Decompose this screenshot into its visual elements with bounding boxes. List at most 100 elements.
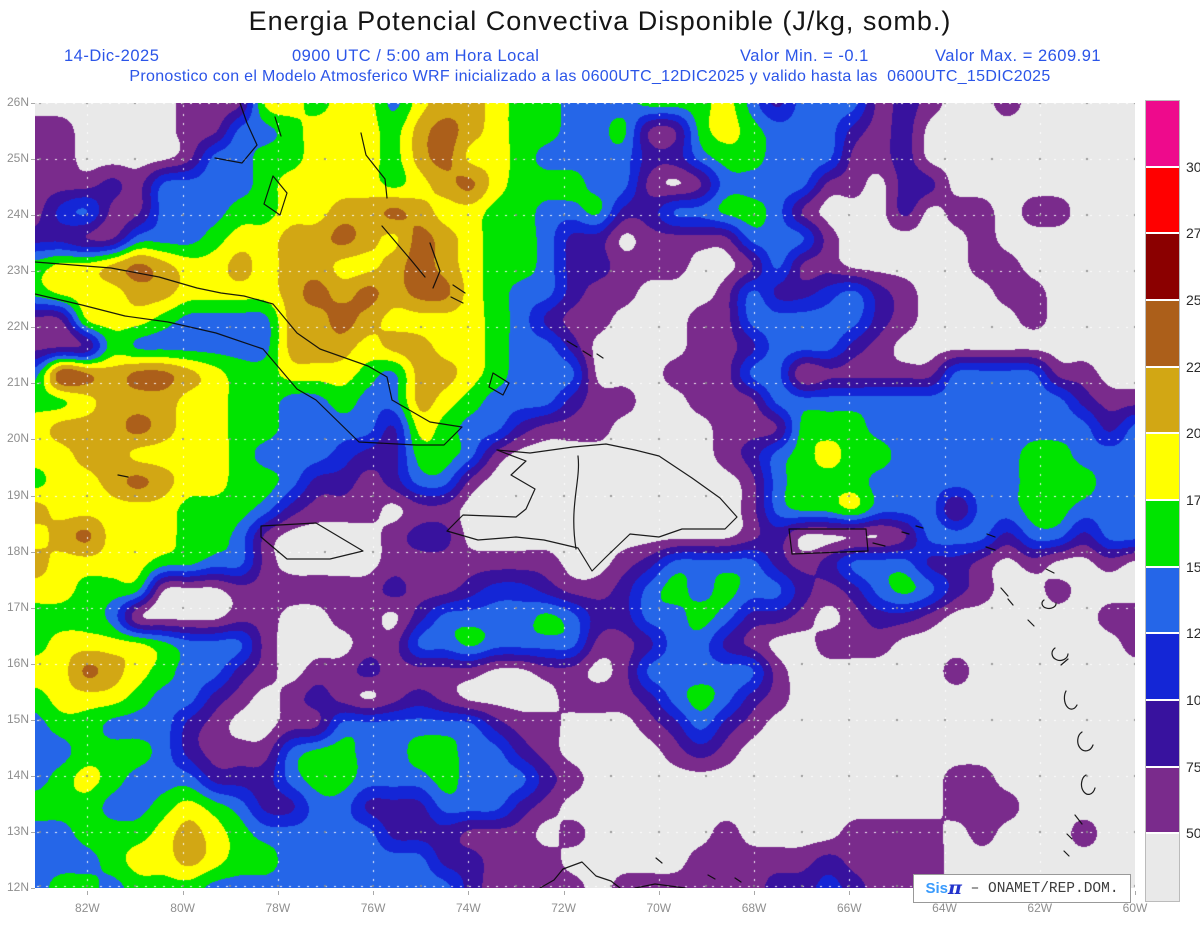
colorbar-tick-3000: 3000 xyxy=(1186,158,1200,175)
lesser-antilles xyxy=(901,525,1096,888)
lat-tick xyxy=(31,888,35,889)
colorbar-tick-1000: 1000 xyxy=(1186,692,1200,708)
colorbar-segment-6 xyxy=(1146,500,1179,568)
colorbar-tick-2000: 2000 xyxy=(1186,425,1200,442)
colorbar-segment-11 xyxy=(1146,834,1179,901)
lon-label-74W: 74W xyxy=(455,901,481,915)
lat-label-20N: 20N xyxy=(6,431,29,446)
valor-max: Valor Max. = 2609.91 xyxy=(935,47,1102,65)
lon-tick xyxy=(87,891,89,895)
lat-tick xyxy=(31,215,35,217)
colorbar-segment-3 xyxy=(1146,300,1179,368)
colorbar-segment-1 xyxy=(1146,167,1179,235)
colorbar-segment-7 xyxy=(1146,567,1179,635)
puerto-rico-coastline xyxy=(788,528,886,555)
lon-label-68W: 68W xyxy=(741,901,767,915)
map-plot-area xyxy=(35,103,1135,888)
colorbar-segment-4 xyxy=(1146,367,1179,435)
lon-tick xyxy=(277,891,279,895)
lat-tick xyxy=(31,159,35,161)
colorbar-tick-1750: 1750 xyxy=(1186,492,1200,508)
haiti-dr-border xyxy=(573,455,580,550)
lat-label-18N: 18N xyxy=(6,543,29,558)
credit-onamet-label: – ONAMET/REP.DOM. xyxy=(961,880,1119,897)
lon-label-78W: 78W xyxy=(265,901,291,915)
valor-min: Valor Min. = -0.1 xyxy=(740,47,869,65)
lon-tick xyxy=(182,891,184,895)
lat-label-13N: 13N xyxy=(6,823,29,838)
lat-label-19N: 19N xyxy=(6,487,29,502)
jamaica-coastline xyxy=(260,522,364,560)
model-init-line: Pronostico con el Modelo Atmosferico WRF… xyxy=(129,68,1051,85)
lat-tick xyxy=(31,551,35,553)
lat-label-16N: 16N xyxy=(6,655,29,670)
lat-tick xyxy=(31,327,35,329)
colorbar-tick-500: 500 xyxy=(1186,825,1200,842)
lon-tick xyxy=(1135,891,1136,895)
lon-label-62W: 62W xyxy=(1027,901,1053,915)
colorbar-segment-8 xyxy=(1146,634,1179,701)
lon-label-72W: 72W xyxy=(551,901,576,915)
lat-label-25N: 25N xyxy=(6,151,29,166)
lon-tick xyxy=(563,891,565,895)
credit-pi-symbol: π xyxy=(947,877,962,899)
lat-tick xyxy=(31,439,35,441)
colorbar-tick-750: 750 xyxy=(1186,758,1200,775)
lat-label-12N: 12N xyxy=(6,880,29,894)
colorbar-tick-2500: 2500 xyxy=(1186,292,1200,308)
lon-label-82W: 82W xyxy=(75,901,100,915)
cape-field-canvas xyxy=(35,103,1135,888)
lon-label-70W: 70W xyxy=(646,901,672,915)
colorbar-segment-5 xyxy=(1146,434,1179,501)
page-title: Energia Potencial Convectiva Disponible … xyxy=(248,6,952,36)
lon-tick xyxy=(373,891,375,895)
forecast-hour: 0900 UTC / 5:00 am Hora Local xyxy=(292,47,540,65)
lat-tick xyxy=(31,663,35,665)
abc-islands xyxy=(655,857,742,883)
colorbar-segment-10 xyxy=(1146,767,1179,835)
hispaniola-coastline xyxy=(446,443,738,572)
cayman-island xyxy=(117,474,129,478)
lat-label-24N: 24N xyxy=(6,207,29,222)
bahamas-islands xyxy=(263,132,604,396)
lat-label-26N: 26N xyxy=(6,95,29,109)
lat-label-23N: 23N xyxy=(6,263,29,278)
lat-label-14N: 14N xyxy=(6,767,29,782)
lon-tick xyxy=(754,891,756,895)
colorbar xyxy=(1145,100,1180,902)
lat-tick xyxy=(31,271,35,273)
lon-label-80W: 80W xyxy=(170,901,195,915)
lat-tick xyxy=(31,775,35,777)
lat-label-17N: 17N xyxy=(6,599,29,614)
colorbar-tick-2250: 2250 xyxy=(1186,358,1200,375)
colorbar-tick-1250: 1250 xyxy=(1186,625,1200,642)
lat-tick xyxy=(31,495,35,497)
lon-tick xyxy=(658,891,660,895)
colorbar-tick-1500: 1500 xyxy=(1186,558,1200,575)
guajira-peninsula xyxy=(539,861,686,888)
colorbar-segment-0 xyxy=(1146,101,1179,168)
lon-tick xyxy=(849,891,851,895)
lon-label-76W: 76W xyxy=(360,901,386,915)
credit-box: Sis π – ONAMET/REP.DOM. xyxy=(913,874,1131,903)
lat-tick xyxy=(31,103,35,104)
colorbar-tick-2750: 2750 xyxy=(1186,225,1200,242)
lat-tick xyxy=(31,831,35,833)
lat-label-22N: 22N xyxy=(6,319,29,334)
lon-label-64W: 64W xyxy=(932,901,957,915)
credit-sis-label: Sis xyxy=(925,880,948,897)
lat-label-15N: 15N xyxy=(6,711,29,726)
lon-label-60W: 60W xyxy=(1122,901,1148,915)
colorbar-segment-9 xyxy=(1146,700,1179,768)
florida-coastline xyxy=(214,103,282,164)
forecast-date: 14-Dic-2025 xyxy=(64,47,160,65)
colorbar-segment-2 xyxy=(1146,234,1179,301)
lat-tick xyxy=(31,607,35,609)
lat-tick xyxy=(31,719,35,721)
lon-tick xyxy=(468,891,470,895)
coastlines xyxy=(35,103,1096,888)
lon-label-66W: 66W xyxy=(836,901,862,915)
lat-label-21N: 21N xyxy=(6,375,29,390)
lat-tick xyxy=(31,383,35,385)
